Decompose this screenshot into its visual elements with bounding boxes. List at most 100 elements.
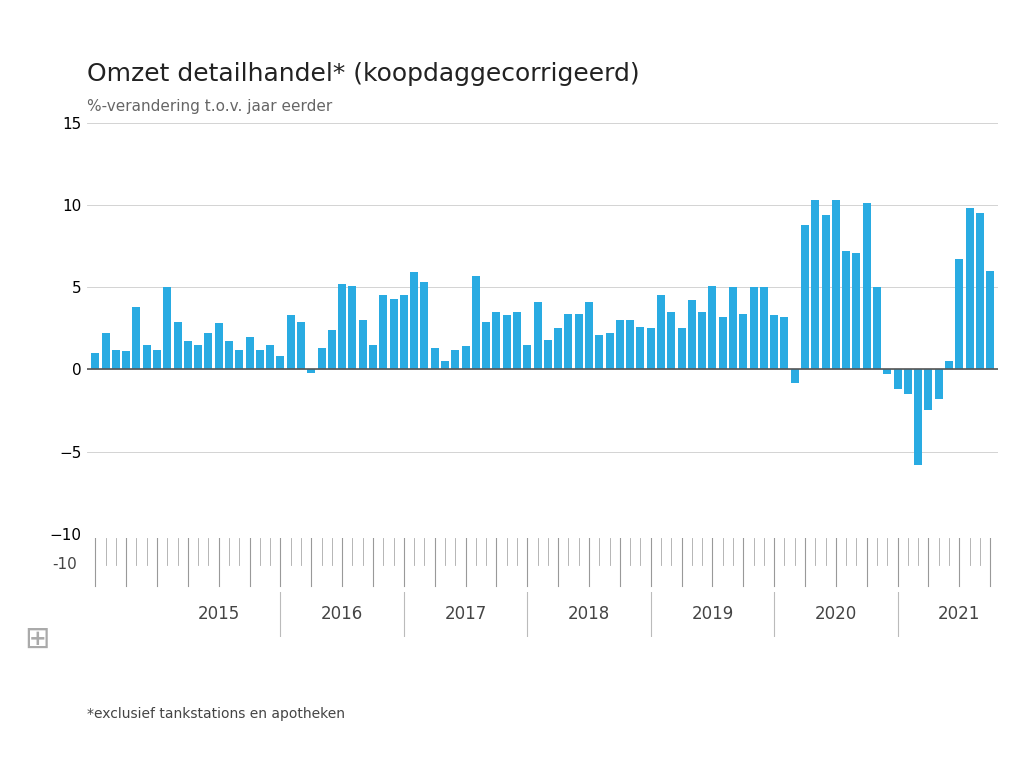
Bar — [564, 313, 572, 369]
Bar — [225, 342, 233, 369]
Bar — [945, 361, 953, 369]
Bar — [236, 349, 244, 369]
Bar — [770, 315, 778, 369]
Bar — [780, 317, 788, 369]
Bar — [811, 200, 819, 369]
Bar — [184, 342, 191, 369]
Bar — [307, 369, 315, 372]
Bar — [688, 300, 696, 369]
Bar — [317, 348, 326, 369]
Text: %-verandering t.o.v. jaar eerder: %-verandering t.o.v. jaar eerder — [87, 99, 333, 114]
Bar — [750, 287, 758, 369]
Bar — [195, 345, 202, 369]
Text: ⊞: ⊞ — [25, 625, 49, 654]
Bar — [91, 353, 99, 369]
Bar — [348, 286, 356, 369]
Bar — [441, 361, 449, 369]
Bar — [955, 260, 964, 369]
Bar — [462, 346, 470, 369]
Bar — [132, 307, 140, 369]
Text: -10: -10 — [52, 557, 77, 572]
Bar — [904, 369, 912, 394]
Bar — [122, 351, 130, 369]
Bar — [358, 320, 367, 369]
Bar — [709, 286, 717, 369]
Bar — [637, 326, 644, 369]
Bar — [421, 283, 428, 369]
Bar — [657, 296, 665, 369]
Bar — [729, 287, 737, 369]
Bar — [246, 336, 254, 369]
Text: 2018: 2018 — [568, 605, 610, 624]
Bar — [173, 322, 181, 369]
Bar — [503, 315, 511, 369]
Bar — [554, 328, 562, 369]
Bar — [966, 208, 974, 369]
Bar — [389, 299, 397, 369]
Bar — [101, 333, 110, 369]
Bar — [112, 349, 120, 369]
Bar — [534, 302, 542, 369]
Text: 2016: 2016 — [321, 605, 364, 624]
Bar — [739, 313, 748, 369]
Bar — [647, 328, 654, 369]
Text: 2020: 2020 — [815, 605, 857, 624]
Bar — [626, 320, 634, 369]
Text: Omzet detailhandel* (koopdaggecorrigeerd): Omzet detailhandel* (koopdaggecorrigeerd… — [87, 61, 640, 86]
Bar — [482, 322, 490, 369]
Bar — [287, 315, 295, 369]
Bar — [452, 349, 460, 369]
Bar — [986, 271, 994, 369]
Bar — [698, 312, 707, 369]
Bar — [719, 317, 727, 369]
Bar — [472, 276, 480, 369]
Bar — [585, 302, 593, 369]
Bar — [863, 204, 870, 369]
Text: 2021: 2021 — [938, 605, 981, 624]
Bar — [791, 369, 799, 382]
Text: 2017: 2017 — [444, 605, 486, 624]
Bar — [411, 273, 418, 369]
Bar — [276, 356, 285, 369]
Bar — [513, 312, 521, 369]
Bar — [153, 349, 161, 369]
Bar — [842, 251, 850, 369]
Bar — [493, 312, 501, 369]
Bar — [256, 349, 264, 369]
Bar — [914, 369, 923, 465]
Bar — [976, 214, 984, 369]
Bar — [369, 345, 377, 369]
Bar — [605, 333, 613, 369]
Bar — [884, 369, 891, 374]
Bar — [266, 345, 274, 369]
Bar — [821, 215, 829, 369]
Bar — [431, 348, 438, 369]
Bar — [595, 335, 603, 369]
Bar — [678, 328, 686, 369]
Bar — [215, 323, 222, 369]
Bar — [544, 339, 552, 369]
Bar — [399, 296, 408, 369]
Bar — [574, 313, 583, 369]
Bar — [205, 333, 212, 369]
Bar — [852, 253, 860, 369]
Bar — [801, 225, 809, 369]
Bar — [873, 287, 881, 369]
Bar — [894, 369, 901, 389]
Bar — [338, 284, 346, 369]
Text: *exclusief tankstations en apotheken: *exclusief tankstations en apotheken — [87, 707, 345, 721]
Bar — [379, 296, 387, 369]
Bar — [142, 345, 151, 369]
Bar — [328, 330, 336, 369]
Bar — [297, 322, 305, 369]
Bar — [163, 287, 171, 369]
Text: 2019: 2019 — [691, 605, 733, 624]
Bar — [615, 320, 624, 369]
Bar — [668, 312, 675, 369]
Bar — [935, 369, 943, 399]
Text: 2015: 2015 — [198, 605, 240, 624]
Bar — [523, 345, 531, 369]
Bar — [760, 287, 768, 369]
Bar — [831, 200, 840, 369]
Bar — [925, 369, 933, 410]
